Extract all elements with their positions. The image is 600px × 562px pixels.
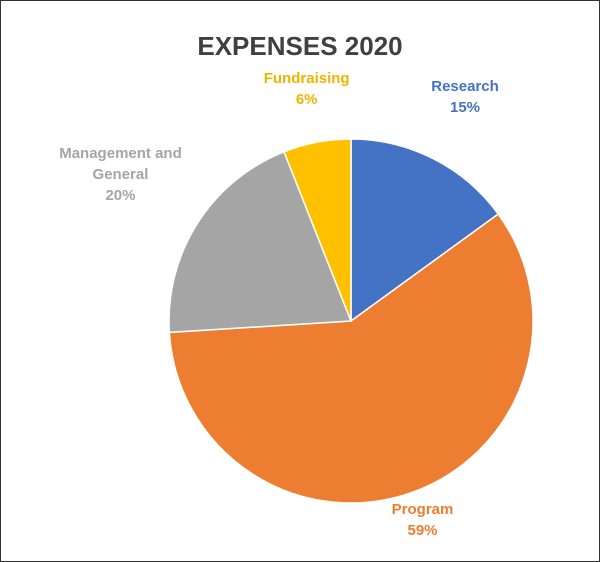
data-label: Research 15%	[390, 76, 540, 118]
data-label: Fundraising 6%	[232, 68, 382, 110]
data-label: Program 59%	[348, 499, 498, 541]
pie-slice	[283, 138, 352, 322]
category-label: Program	[391, 500, 454, 518]
category-label: Fundraising	[263, 69, 350, 87]
category-label: Research	[431, 78, 499, 96]
pie-slice	[168, 212, 534, 504]
category-label: Management and General	[59, 145, 182, 184]
pie-slice	[168, 150, 353, 334]
pie-slice	[350, 138, 500, 323]
chart-title: EXPENSES 2020	[197, 31, 403, 61]
value-label: 6%	[295, 90, 318, 108]
data-label: Management and General 20%	[45, 143, 195, 206]
value-label: 20%	[105, 187, 136, 205]
value-label: 59%	[407, 521, 438, 539]
value-label: 15%	[450, 99, 481, 117]
